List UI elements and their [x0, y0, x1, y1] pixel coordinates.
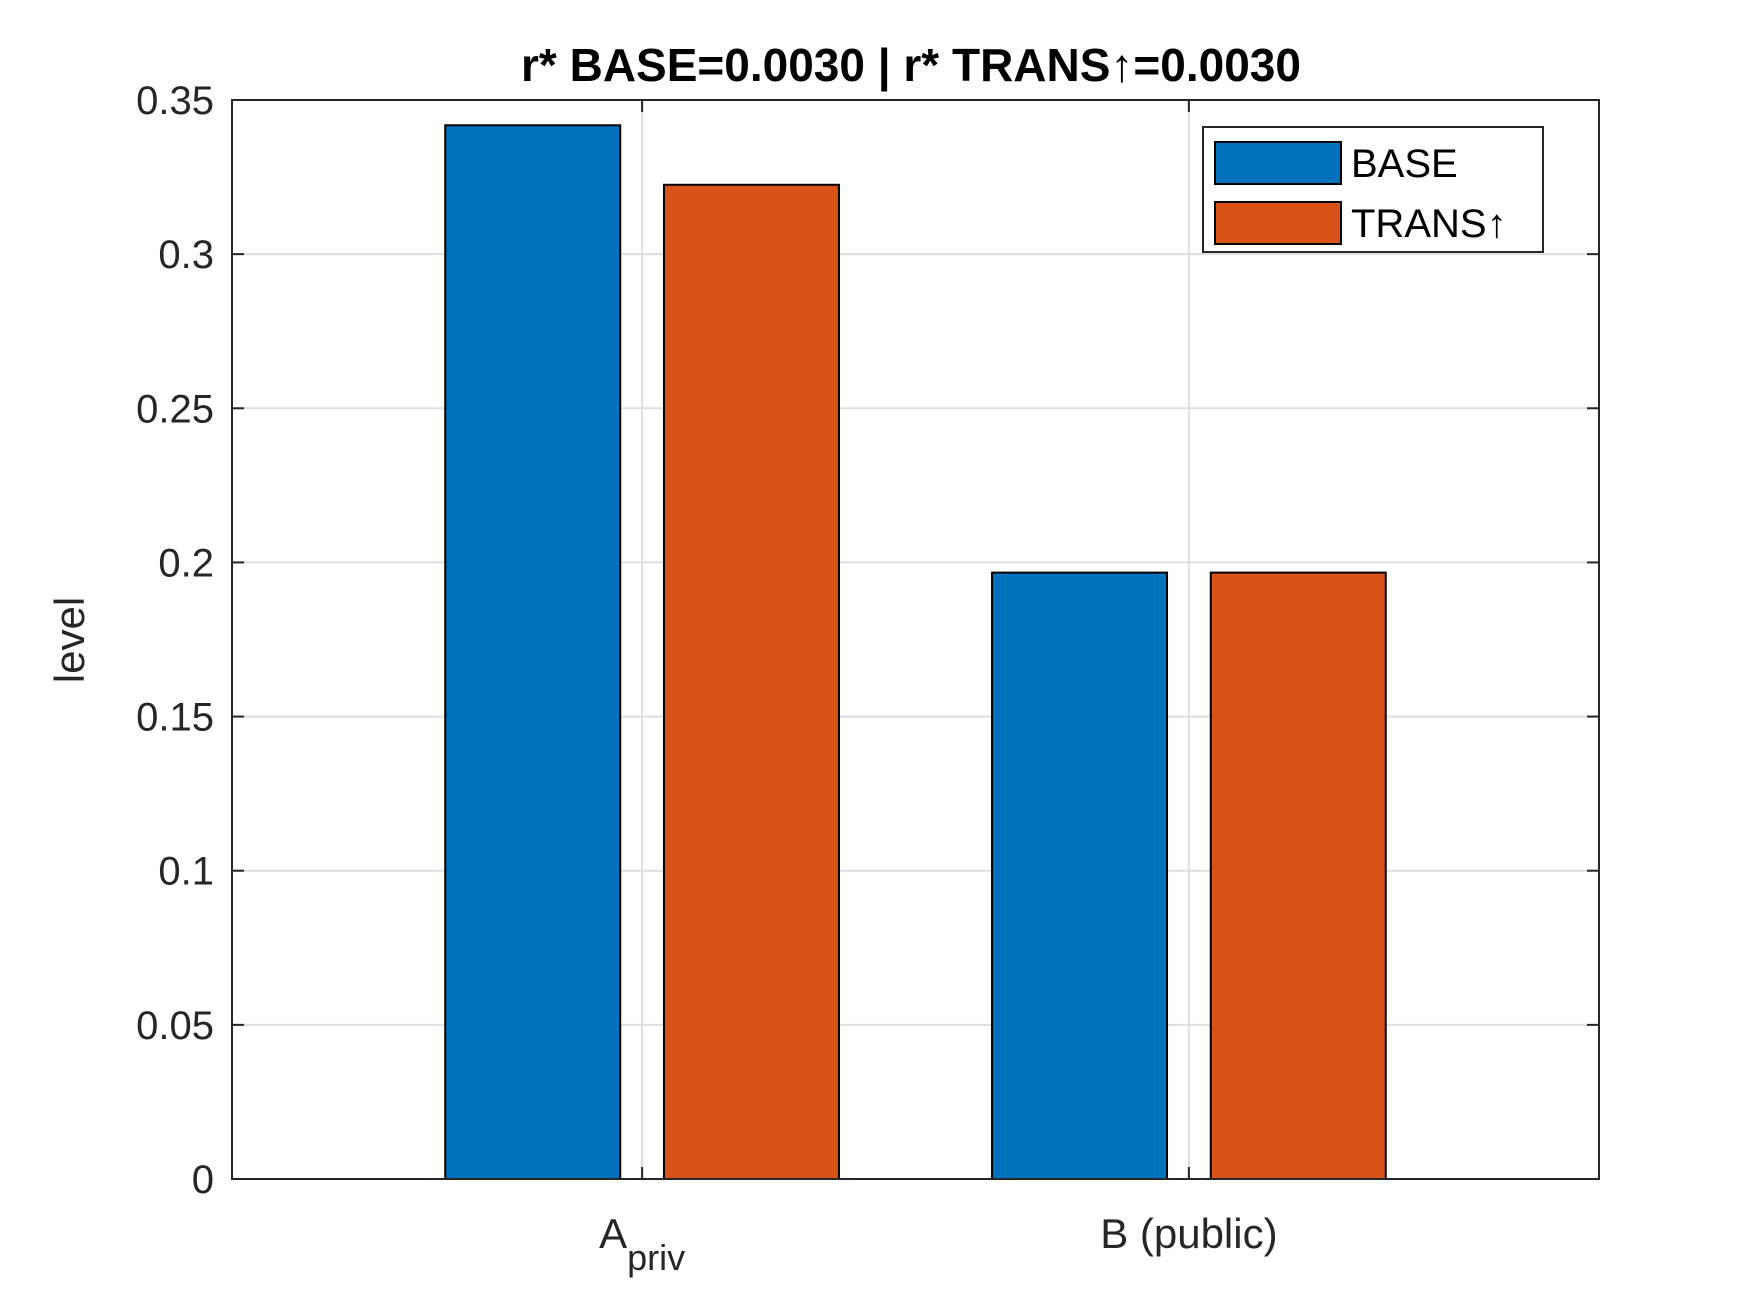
legend-label: TRANS↑: [1351, 202, 1507, 246]
bar-trans: [662, 183, 840, 1180]
legend-label: BASE: [1351, 142, 1458, 186]
y-tick-label: 0: [192, 1158, 214, 1202]
y-tick-label: 0.15: [136, 696, 214, 740]
plot-area: [232, 100, 1599, 1179]
legend-swatch: [1214, 141, 1342, 185]
bar-base: [991, 571, 1169, 1180]
y-tick-labels: 0 0.05 0.1 0.15 0.2 0.25 0.3 0.35: [136, 79, 214, 1202]
bar-base: [444, 124, 622, 1181]
axes-frame: [231, 99, 1600, 1180]
y-tick-label: 0.35: [136, 79, 214, 123]
y-tick-label: 0.1: [158, 850, 214, 894]
axis-ticks: [232, 99, 1599, 1180]
y-tick-label: 0.05: [136, 1004, 214, 1048]
x-tick-labels: Apriv B (public): [599, 1210, 1278, 1278]
x-tick-label: B (public): [1100, 1210, 1277, 1257]
legend[interactable]: BASE TRANS↑: [1202, 126, 1544, 253]
y-axis-label: level: [46, 597, 93, 683]
y-tick-label: 0.3: [158, 233, 214, 277]
legend-swatch: [1214, 201, 1342, 245]
x-tick-label: Apriv: [599, 1210, 685, 1278]
y-tick-label: 0.25: [136, 387, 214, 431]
chart-title: r* BASE=0.0030 | r* TRANS↑=0.0030: [521, 39, 1301, 91]
y-tick-label: 0.2: [158, 541, 214, 585]
bar-trans: [1209, 571, 1387, 1180]
